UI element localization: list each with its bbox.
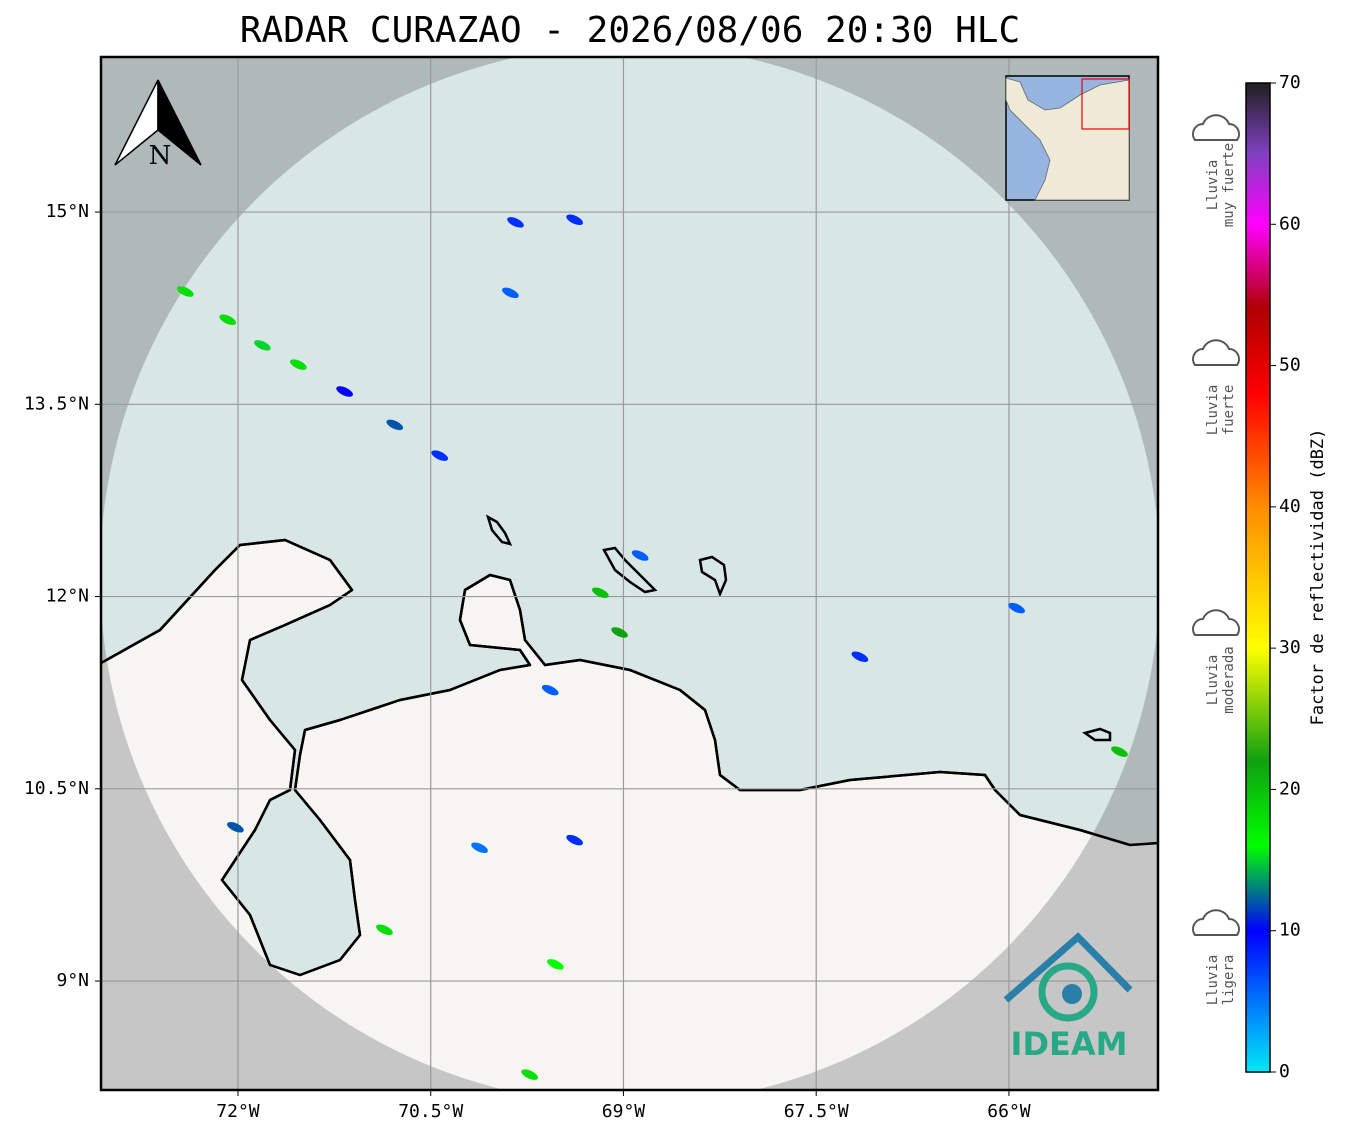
rain-label: muy fuerte: [1221, 143, 1237, 227]
radar-echo: [471, 842, 488, 854]
radar-echo: [566, 834, 583, 846]
radar-echo: [376, 924, 393, 936]
radar-echo: [631, 550, 649, 561]
axis-labels: 72°W 70.5°W 69°W 67.5°W 66°W 15°N 13.5°N 12°N 10…: [24, 201, 1031, 1122]
rain-label: Lluvia: [1205, 385, 1221, 436]
radar-echo: [521, 1069, 538, 1080]
colorbar-ticks: 0 10 20 30 40 50 60 70: [1270, 72, 1301, 1082]
logo-swirl: [1038, 962, 1098, 1022]
colorbar-tick-label: 30: [1279, 637, 1301, 658]
colorbar-tick-label: 70: [1279, 72, 1301, 93]
radar-echo: [336, 386, 353, 397]
graticule: [101, 57, 1158, 1090]
colorbar-tick-label: 20: [1279, 778, 1301, 799]
radar-echo: [566, 214, 583, 226]
colorbar-tick-label: 40: [1279, 496, 1301, 517]
y-tick-label: 13.5°N: [24, 393, 89, 414]
radar-echo: [547, 959, 564, 970]
radar-echo: [1008, 602, 1025, 614]
map-frame: [99, 55, 1160, 1092]
rain-label: fuerte: [1221, 385, 1237, 436]
radar-echo: [219, 314, 237, 325]
radar-echo: [592, 587, 609, 598]
logo-text: IDEAM: [1011, 1025, 1128, 1063]
logo-core: [1062, 984, 1082, 1004]
aruba: [485, 514, 513, 546]
rain-label: Lluvia: [1205, 160, 1221, 211]
y-tick-label: 10.5°N: [24, 778, 89, 799]
radar-echo: [290, 359, 307, 370]
rain-icon: [1192, 609, 1240, 636]
radar-echo: [851, 651, 869, 663]
curacao: [602, 546, 658, 594]
colorbar-tick-label: 10: [1279, 920, 1301, 941]
radar-echo: [1111, 746, 1128, 757]
radar-echo: [386, 419, 404, 431]
rain-label: moderada: [1221, 646, 1237, 713]
north-label: N: [149, 141, 172, 171]
radar-echoes: [176, 214, 1128, 1080]
rain-icon: [1192, 909, 1240, 936]
x-tick-label: 70.5°W: [398, 1101, 463, 1122]
title: RADAR CURAZAO - 2026/08/06 20:30 HLC: [240, 10, 1020, 51]
colorbar-tick-label: 60: [1279, 213, 1301, 234]
radar-echo: [507, 217, 524, 228]
island: [1082, 727, 1112, 742]
radar-echo: [611, 627, 628, 638]
radar-echo: [176, 286, 194, 297]
bonaire: [698, 555, 728, 598]
colorbar: [1245, 82, 1271, 1073]
colorbar-tick-label: 0: [1279, 1061, 1290, 1082]
x-tick-label: 67.5°W: [784, 1101, 849, 1122]
colorbar-tick-label: 50: [1279, 355, 1301, 376]
logo: IDEAM: [1003, 932, 1133, 1063]
inset-map: [1005, 75, 1130, 201]
coastline-outline: [101, 538, 1158, 977]
map-area: N IDEAM: [101, 57, 1158, 1090]
radar-echo: [431, 450, 449, 461]
north-arrow: N: [114, 79, 202, 171]
x-tick-label: 72°W: [216, 1101, 260, 1122]
rain-icon: [1192, 339, 1240, 366]
x-tick-label: 66°W: [987, 1101, 1031, 1122]
rain-label: Lluvia: [1205, 955, 1221, 1006]
north-arrow-right: [157, 79, 202, 166]
y-tick-label: 12°N: [46, 586, 89, 607]
rain-icon: [1192, 114, 1240, 141]
radar-echo: [227, 822, 244, 833]
colorbar-label: Factor de reflectividad (dBZ): [1308, 429, 1328, 726]
y-tick-label: 9°N: [56, 970, 89, 991]
inset-land: [1005, 77, 1130, 201]
radar-echo: [254, 340, 271, 351]
radar-echo: [541, 684, 559, 696]
x-tick-label: 69°W: [602, 1101, 646, 1122]
logo-roof: [1003, 932, 1133, 1003]
radar-echo: [502, 287, 519, 299]
y-tick-label: 15°N: [46, 201, 89, 222]
rain-label: Lluvia: [1205, 655, 1221, 706]
rain-label: ligera: [1221, 955, 1237, 1006]
radar-coverage: [101, 57, 1158, 1090]
inset-extent: [1081, 78, 1130, 130]
